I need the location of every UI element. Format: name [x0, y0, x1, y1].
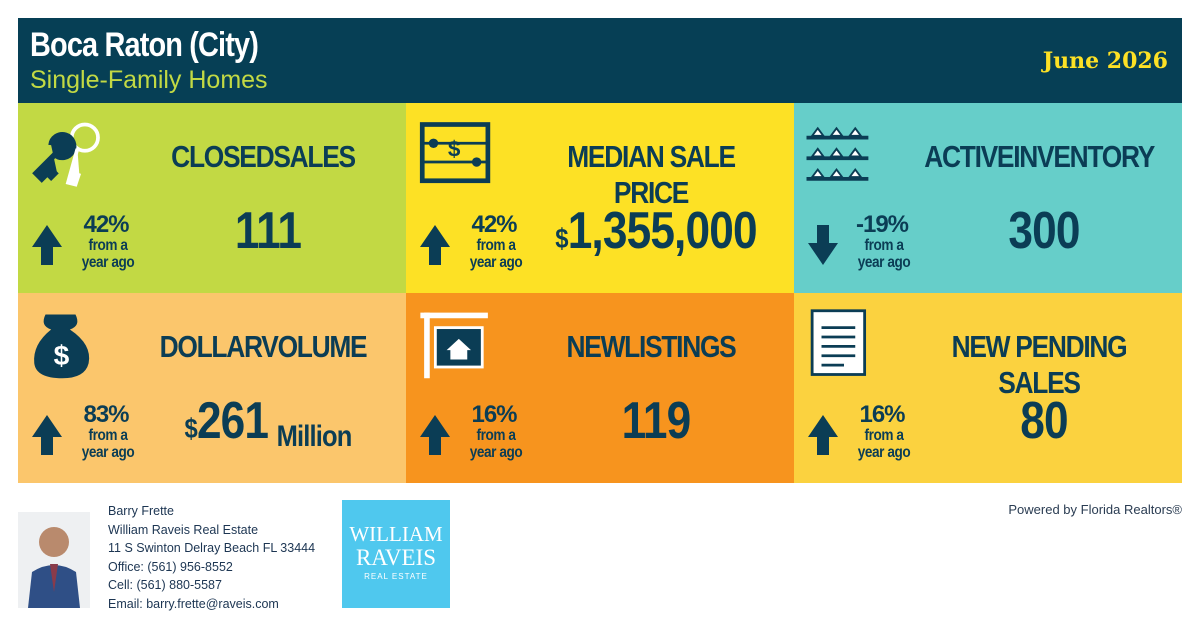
trend-arrow — [420, 225, 450, 265]
tile-title: CLOSEDSALES — [171, 139, 356, 174]
change-note: from a — [88, 237, 128, 254]
agent-line: William Raveis Real Estate — [108, 522, 259, 537]
change-note: from a — [88, 427, 128, 444]
tile: ACTIVEINVENTORY -19% from a year ago 300 — [794, 103, 1182, 293]
arrow-shape — [808, 415, 838, 455]
arrow-path — [420, 225, 450, 265]
logo-line: WILLIAM — [349, 522, 443, 546]
value-number: 300 — [1008, 202, 1080, 260]
tile-icon: $ — [419, 122, 491, 184]
value-prefix: $ — [555, 223, 568, 254]
date: June 2026 — [1042, 48, 1168, 74]
tile: NEWLISTINGS 16% from a year ago 119 — [406, 293, 794, 483]
arrow-shape — [420, 225, 450, 265]
change-note: from a — [476, 237, 516, 254]
svg-text:$: $ — [54, 340, 70, 371]
logo-line: REAL ESTATE — [364, 572, 428, 581]
svg-text:$: $ — [448, 136, 461, 161]
agent-line: Office: (561) 956-8552 — [108, 559, 233, 574]
change-note: year ago — [81, 254, 135, 271]
tile-icon — [810, 309, 867, 376]
tile-icon — [420, 312, 488, 379]
logo-line: RAVEIS — [355, 545, 437, 570]
value-number: 261 — [196, 392, 269, 450]
value-number: 111 — [234, 202, 302, 260]
change-note: year ago — [857, 254, 911, 271]
arrow-shape — [808, 225, 838, 265]
value: 119 — [554, 391, 758, 451]
title: Boca Raton (City) — [30, 26, 259, 64]
value: $1,355,000 — [554, 201, 758, 261]
tile-title: NEWLISTINGS — [566, 329, 737, 364]
value: $261 Million — [166, 391, 370, 453]
logo: WILLIAM RAVEIS REAL ESTATE — [342, 500, 450, 608]
change-note: year ago — [857, 444, 911, 461]
trend-arrow — [420, 415, 450, 455]
arrow-shape — [32, 415, 62, 455]
change: 16% — [859, 401, 905, 428]
powered-by: Powered by Florida Realtors® — [1008, 502, 1182, 517]
agent-photo — [18, 512, 90, 608]
value: 300 — [942, 201, 1146, 261]
value-number: 80 — [1020, 392, 1068, 450]
value: 80 — [942, 391, 1146, 451]
change: 42% — [471, 211, 517, 238]
tile-title: NEW PENDING SALES — [951, 329, 1128, 400]
agent-line: 11 S Swinton Delray Beach FL 33444 — [108, 541, 316, 555]
value-number: 1,355,000 — [567, 202, 758, 260]
tile-icon: $ — [34, 314, 90, 379]
change-note: year ago — [469, 444, 523, 461]
arrow-path — [808, 415, 838, 455]
tile: CLOSEDSALES 42% from a year ago 111 — [18, 103, 406, 293]
trend-arrow — [32, 415, 62, 455]
value-suffix: Million — [276, 420, 353, 453]
agent-line: Cell: (561) 880-5587 — [108, 578, 222, 592]
trend-arrow — [32, 225, 62, 265]
tile: $ DOLLARVOLUME 83% from a year ago $261 Millio… — [18, 293, 406, 483]
header: Boca Raton (City) Single-Family Homes Ju… — [18, 18, 1182, 103]
tile: NEW PENDING SALES 16% from a year ago 80 — [794, 293, 1182, 483]
arrow-path — [32, 225, 62, 265]
arrow-shape — [420, 415, 450, 455]
value: 111 — [166, 201, 370, 261]
value-number: 119 — [621, 392, 692, 450]
change: 16% — [471, 401, 517, 428]
change-note: year ago — [469, 254, 523, 271]
trend-arrow — [808, 225, 838, 265]
trend-arrow — [808, 415, 838, 455]
arrow-path — [420, 415, 450, 455]
arrow-path — [808, 225, 838, 265]
value-prefix: $ — [184, 413, 198, 444]
tile-title: DOLLARVOLUME — [159, 329, 368, 364]
agent-line: Email: barry.frette@raveis.com — [108, 596, 279, 611]
change-note: from a — [476, 427, 516, 444]
tile-icon — [806, 126, 869, 181]
tile: $ MEDIAN SALE PRICE 42% from a year ago $1,35… — [406, 103, 794, 293]
change: 83% — [83, 401, 129, 428]
tile-icon — [32, 122, 100, 187]
subtitle: Single-Family Homes — [30, 66, 268, 94]
change-note: from a — [864, 427, 904, 444]
change-note: year ago — [81, 444, 135, 461]
tile-title: MEDIAN SALE PRICE — [567, 139, 736, 210]
change: -19% — [855, 211, 909, 238]
agent-line: Barry Frette — [108, 504, 174, 518]
change: 42% — [83, 211, 129, 238]
arrow-shape — [32, 225, 62, 265]
change-note: from a — [864, 237, 904, 254]
tile-title: ACTIVEINVENTORY — [924, 139, 1155, 174]
arrow-path — [32, 415, 62, 455]
